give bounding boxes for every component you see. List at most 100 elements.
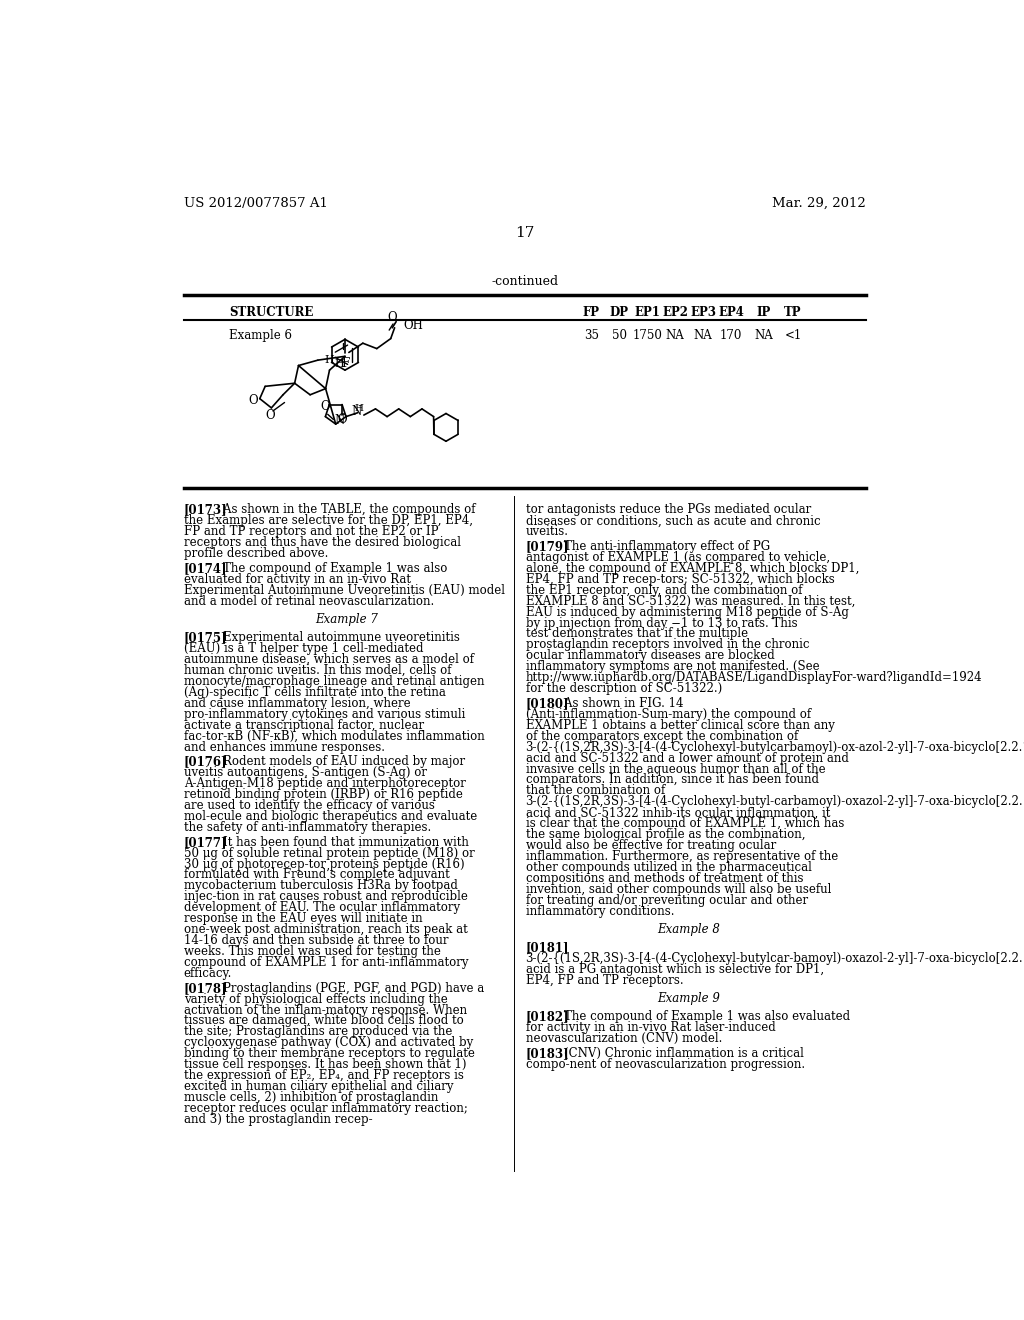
Text: O: O — [265, 409, 274, 422]
Text: inflammation. Furthermore, as representative of the: inflammation. Furthermore, as representa… — [525, 850, 838, 863]
Text: variety of physiological effects including the: variety of physiological effects includi… — [183, 993, 447, 1006]
Text: human chronic uveitis. In this model, cells of: human chronic uveitis. In this model, ce… — [183, 664, 452, 677]
Text: alone, the compound of EXAMPLE 8, which blocks DP1,: alone, the compound of EXAMPLE 8, which … — [525, 562, 859, 576]
Text: Example 6: Example 6 — [228, 330, 292, 342]
Text: NA: NA — [666, 330, 684, 342]
Text: formulated with Freund’s complete adjuvant: formulated with Freund’s complete adjuva… — [183, 869, 450, 882]
Text: O: O — [387, 310, 397, 323]
Text: O: O — [249, 393, 258, 407]
Text: [0181]: [0181] — [525, 941, 569, 954]
Text: EXAMPLE 1 obtains a better clinical score than any: EXAMPLE 1 obtains a better clinical scor… — [525, 719, 835, 731]
Text: A-Antigen-M18 peptide and interphotoreceptor: A-Antigen-M18 peptide and interphotorece… — [183, 777, 466, 791]
Text: 14-16 days and then subside at three to four: 14-16 days and then subside at three to … — [183, 935, 449, 946]
Text: compositions and methods of treatment of this: compositions and methods of treatment of… — [525, 873, 803, 884]
Text: and a model of retinal neovascularization.: and a model of retinal neovascularizatio… — [183, 595, 434, 607]
Text: efficacy.: efficacy. — [183, 968, 232, 979]
Text: uveitis autoantigens, S-antigen (S-Ag) or: uveitis autoantigens, S-antigen (S-Ag) o… — [183, 766, 427, 779]
Text: [0176]: [0176] — [183, 755, 227, 768]
Text: DP: DP — [610, 306, 629, 319]
Text: ocular inflammatory diseases are blocked: ocular inflammatory diseases are blocked — [525, 649, 774, 663]
Text: F: F — [341, 356, 349, 370]
Text: tor antagonists reduce the PGs mediated ocular: tor antagonists reduce the PGs mediated … — [525, 503, 811, 516]
Text: [0177]: [0177] — [183, 836, 227, 849]
Text: NA: NA — [693, 330, 713, 342]
Text: (EAU) is a T helper type 1 cell-mediated: (EAU) is a T helper type 1 cell-mediated — [183, 642, 423, 655]
Text: EXAMPLE 8 and SC-51322) was measured. In this test,: EXAMPLE 8 and SC-51322) was measured. In… — [525, 595, 855, 607]
Text: the expression of EP₂, EP₄, and FP receptors is: the expression of EP₂, EP₄, and FP recep… — [183, 1069, 464, 1082]
Text: cyclooxygenase pathway (COX) and activated by: cyclooxygenase pathway (COX) and activat… — [183, 1036, 473, 1049]
Text: <1: <1 — [784, 330, 802, 342]
Text: [0183]: [0183] — [525, 1047, 569, 1060]
Text: (Ag)-specific T cells infiltrate into the retina: (Ag)-specific T cells infiltrate into th… — [183, 686, 445, 698]
Text: Example 7: Example 7 — [315, 612, 378, 626]
Text: TP: TP — [784, 306, 802, 319]
Text: Experimental Autoimmune Uveoretinitis (EAU) model: Experimental Autoimmune Uveoretinitis (E… — [183, 583, 505, 597]
Text: EP3: EP3 — [690, 306, 716, 319]
Text: by ip injection from day −1 to 13 to rats. This: by ip injection from day −1 to 13 to rat… — [525, 616, 798, 630]
Text: EAU is induced by administering M18 peptide of S-Ag: EAU is induced by administering M18 pept… — [525, 606, 849, 619]
Text: H: H — [325, 355, 335, 366]
Text: are used to identify the efficacy of various: are used to identify the efficacy of var… — [183, 799, 434, 812]
Text: excited in human ciliary epithelial and ciliary: excited in human ciliary epithelial and … — [183, 1080, 454, 1093]
Text: IP: IP — [757, 306, 771, 319]
Text: other compounds utilized in the pharmaceutical: other compounds utilized in the pharmace… — [525, 861, 811, 874]
Text: acid and SC-51322 and a lower amount of protein and: acid and SC-51322 and a lower amount of … — [525, 751, 849, 764]
Text: EP1: EP1 — [634, 306, 660, 319]
Text: evaluated for activity in an in-vivo Rat: evaluated for activity in an in-vivo Rat — [183, 573, 411, 586]
Text: EP4, FP and TP receptors.: EP4, FP and TP receptors. — [525, 974, 683, 987]
Text: autoimmune disease, which serves as a model of: autoimmune disease, which serves as a mo… — [183, 653, 474, 667]
Text: that the combination of: that the combination of — [525, 784, 665, 797]
Text: receptor reduces ocular inflammatory reaction;: receptor reduces ocular inflammatory rea… — [183, 1102, 468, 1115]
Text: Rodent models of EAU induced by major: Rodent models of EAU induced by major — [208, 755, 465, 768]
Text: inflammatory symptoms are not manifested. (See: inflammatory symptoms are not manifested… — [525, 660, 819, 673]
Text: FP and TP receptors and not the EP2 or IP: FP and TP receptors and not the EP2 or I… — [183, 525, 438, 539]
Text: O: O — [321, 400, 331, 413]
Text: of the comparators except the combination of: of the comparators except the combinatio… — [525, 730, 798, 743]
Text: H: H — [354, 404, 364, 413]
Text: for activity in an in-vivo Rat laser-induced: for activity in an in-vivo Rat laser-ind… — [525, 1022, 775, 1035]
Text: EP2: EP2 — [663, 306, 688, 319]
Text: invasive cells in the aqueous humor than all of the: invasive cells in the aqueous humor than… — [525, 763, 825, 776]
Text: [0182]: [0182] — [525, 1011, 569, 1023]
Text: 50: 50 — [612, 330, 627, 342]
Text: N: N — [351, 405, 361, 418]
Text: injec-tion in rat causes robust and reproducible: injec-tion in rat causes robust and repr… — [183, 891, 468, 903]
Text: [0173]: [0173] — [183, 503, 227, 516]
Text: It has been found that immunization with: It has been found that immunization with — [208, 836, 468, 849]
Text: development of EAU. The ocular inflammatory: development of EAU. The ocular inflammat… — [183, 902, 460, 915]
Text: O: O — [337, 413, 347, 426]
Text: Mar. 29, 2012: Mar. 29, 2012 — [772, 197, 866, 210]
Text: acid and SC-51322 inhib-its ocular inflammation, it: acid and SC-51322 inhib-its ocular infla… — [525, 807, 829, 820]
Text: is clear that the compound of EXAMPLE 1, which has: is clear that the compound of EXAMPLE 1,… — [525, 817, 844, 830]
Text: EP4: EP4 — [718, 306, 743, 319]
Text: acid is a PG antagonist which is selective for DP1,: acid is a PG antagonist which is selecti… — [525, 964, 823, 975]
Text: tissue cell responses. It has been shown that 1): tissue cell responses. It has been shown… — [183, 1059, 466, 1072]
Text: fac-tor-κB (NF-κB), which modulates inflammation: fac-tor-κB (NF-κB), which modulates infl… — [183, 730, 484, 743]
Text: US 2012/0077857 A1: US 2012/0077857 A1 — [183, 197, 328, 210]
Text: compound of EXAMPLE 1 for anti-inflammatory: compound of EXAMPLE 1 for anti-inflammat… — [183, 956, 468, 969]
Text: NA: NA — [754, 330, 773, 342]
Text: 50 μg of soluble retinal protein peptide (M18) or: 50 μg of soluble retinal protein peptide… — [183, 846, 474, 859]
Text: Experimental autoimmune uveoretinitis: Experimental autoimmune uveoretinitis — [208, 631, 460, 644]
Text: Example 8: Example 8 — [656, 923, 720, 936]
Text: 35: 35 — [584, 330, 599, 342]
Text: for the description of SC-51322.): for the description of SC-51322.) — [525, 682, 722, 696]
Text: the site; Prostaglandins are produced via the: the site; Prostaglandins are produced vi… — [183, 1026, 453, 1039]
Text: retinoid binding protein (IRBP) or R16 peptide: retinoid binding protein (IRBP) or R16 p… — [183, 788, 463, 801]
Text: for treating and/or preventing ocular and other: for treating and/or preventing ocular an… — [525, 894, 808, 907]
Text: FP: FP — [583, 306, 600, 319]
Text: STRUCTURE: STRUCTURE — [228, 306, 313, 319]
Text: [0175]: [0175] — [183, 631, 227, 644]
Text: The compound of Example 1 was also: The compound of Example 1 was also — [208, 562, 446, 576]
Text: test demonstrates that if the multiple: test demonstrates that if the multiple — [525, 627, 748, 640]
Text: 30 μg of photorecep-tor proteins peptide (R16): 30 μg of photorecep-tor proteins peptide… — [183, 858, 465, 871]
Text: neovascularization (CNV) model.: neovascularization (CNV) model. — [525, 1032, 722, 1045]
Text: (CNV) Chronic inflammation is a critical: (CNV) Chronic inflammation is a critical — [549, 1047, 804, 1060]
Text: [0174]: [0174] — [183, 562, 227, 576]
Text: weeks. This model was used for testing the: weeks. This model was used for testing t… — [183, 945, 440, 958]
Text: the same biological profile as the combination,: the same biological profile as the combi… — [525, 828, 805, 841]
Text: binding to their membrane receptors to regulate: binding to their membrane receptors to r… — [183, 1047, 475, 1060]
Text: H: H — [334, 359, 344, 370]
Text: pro-inflammatory cytokines and various stimuli: pro-inflammatory cytokines and various s… — [183, 708, 465, 721]
Text: N: N — [335, 413, 345, 426]
